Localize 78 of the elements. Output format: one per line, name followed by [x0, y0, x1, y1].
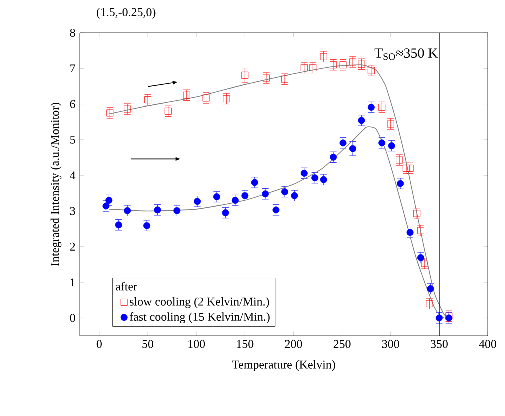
legend-label: fast cooling (15 Kelvin/Min.)	[130, 312, 270, 324]
point	[194, 198, 202, 206]
point	[340, 140, 347, 147]
chart-title: (1.5,-0.25,0)	[96, 8, 156, 19]
point	[378, 140, 386, 147]
point	[378, 104, 386, 111]
point	[272, 206, 280, 214]
point	[414, 210, 421, 218]
y-tick-label: 8	[70, 28, 76, 38]
point	[330, 154, 338, 161]
x-tick-label: 250	[334, 340, 351, 348]
x-axis-title: Temperature (Kelvin)	[232, 360, 336, 372]
legend-title: after	[116, 282, 138, 291]
y-tick-label: 3	[70, 207, 76, 216]
point	[421, 260, 428, 268]
x-tick-label: 100	[188, 340, 206, 348]
point	[349, 145, 356, 152]
point	[213, 193, 220, 200]
point	[223, 95, 230, 102]
point	[124, 106, 132, 113]
point	[368, 104, 375, 111]
point	[417, 227, 424, 234]
point	[312, 174, 319, 182]
point	[427, 285, 434, 292]
point	[368, 67, 375, 74]
point	[340, 62, 347, 69]
point	[387, 120, 394, 128]
point	[397, 180, 404, 188]
point	[426, 300, 434, 308]
point	[251, 179, 258, 186]
point	[417, 254, 424, 262]
point	[406, 229, 414, 236]
y-tick-label: 0	[70, 314, 76, 322]
point	[242, 72, 249, 79]
point	[222, 210, 230, 217]
x-tick-label: 0	[96, 340, 102, 348]
y-axis-title: Integrated Intensity (a.u./Monitor)	[50, 103, 62, 266]
x-tick-label: 150	[237, 340, 254, 348]
point	[115, 222, 122, 229]
x-tick-label: 50	[142, 340, 154, 348]
point	[281, 76, 288, 83]
point	[320, 53, 328, 60]
point	[164, 108, 172, 115]
point	[262, 190, 270, 198]
point	[242, 192, 249, 200]
point	[154, 206, 162, 214]
point	[388, 142, 396, 150]
point	[436, 314, 443, 322]
y-tick-label: 7	[70, 64, 76, 73]
point	[124, 207, 132, 214]
x-tick-label: 350	[431, 340, 448, 348]
point	[202, 94, 210, 102]
point	[174, 207, 181, 214]
point	[406, 164, 414, 172]
point	[396, 156, 404, 164]
point	[144, 222, 151, 230]
point	[320, 176, 328, 184]
y-tick-label: 2	[70, 242, 76, 251]
point	[300, 170, 308, 177]
point	[291, 192, 298, 200]
point	[232, 197, 239, 204]
point	[281, 188, 288, 196]
point	[358, 117, 366, 124]
point	[263, 74, 270, 82]
ref-line-label: T$_{SO}$≈350 K	[374, 48, 438, 60]
legend-label: slow cooling (2 Kelvin/Min.)	[130, 297, 270, 308]
point	[330, 62, 338, 69]
y-tick-label: 5	[70, 136, 76, 144]
point	[183, 92, 190, 99]
y-tick-label: 6	[70, 100, 76, 108]
y-tick-label: 1	[70, 278, 76, 286]
x-tick-label: 200	[285, 340, 302, 348]
point	[106, 110, 114, 117]
point	[144, 96, 152, 104]
x-tick-label: 400	[479, 340, 497, 348]
point	[402, 164, 410, 172]
y-tick-label: 4	[70, 172, 76, 180]
x-tick-label: 300	[382, 340, 400, 348]
